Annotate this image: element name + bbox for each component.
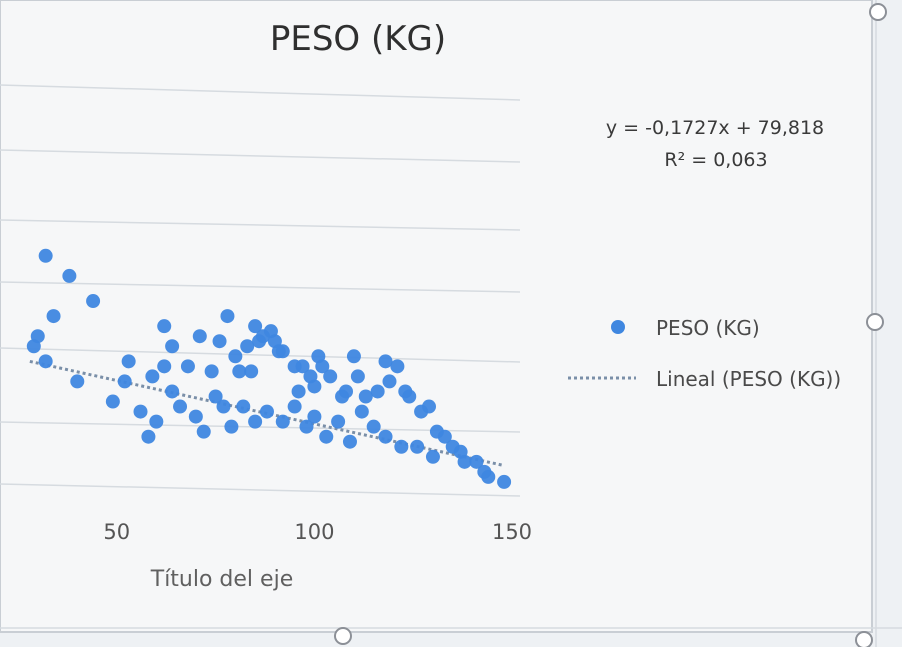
- data-point[interactable]: [117, 374, 132, 389]
- x-tick-label-150: 150: [492, 520, 532, 544]
- data-point[interactable]: [46, 309, 61, 324]
- data-point[interactable]: [248, 414, 263, 429]
- data-point[interactable]: [173, 399, 188, 414]
- resize-handle-top-right[interactable]: [869, 3, 887, 21]
- data-point[interactable]: [196, 424, 211, 439]
- data-point[interactable]: [188, 409, 203, 424]
- data-point[interactable]: [319, 429, 334, 444]
- data-point[interactable]: [307, 409, 322, 424]
- data-points[interactable]: [26, 248, 512, 489]
- legend: PESO (KG) Lineal (PESO (KG)): [568, 316, 841, 391]
- data-point[interactable]: [346, 349, 361, 364]
- trendline-r-squared: R² = 0,063: [664, 149, 767, 171]
- data-point[interactable]: [157, 319, 172, 334]
- data-point[interactable]: [402, 389, 417, 404]
- x-tick-label-100: 100: [294, 520, 334, 544]
- data-point[interactable]: [457, 454, 472, 469]
- data-point[interactable]: [275, 344, 290, 359]
- legend-label-lineal: Lineal (PESO (KG)): [656, 367, 841, 391]
- data-point[interactable]: [145, 369, 160, 384]
- data-point[interactable]: [232, 364, 247, 379]
- data-point[interactable]: [121, 354, 136, 369]
- data-point[interactable]: [437, 429, 452, 444]
- data-point[interactable]: [287, 399, 302, 414]
- data-point[interactable]: [382, 374, 397, 389]
- data-point[interactable]: [390, 359, 405, 374]
- data-point[interactable]: [165, 384, 180, 399]
- data-point[interactable]: [469, 454, 484, 469]
- data-point[interactable]: [240, 339, 255, 354]
- data-point[interactable]: [370, 384, 385, 399]
- data-point[interactable]: [422, 399, 437, 414]
- data-point[interactable]: [378, 354, 393, 369]
- data-point[interactable]: [224, 419, 239, 434]
- data-point[interactable]: [350, 369, 365, 384]
- data-point[interactable]: [299, 419, 314, 434]
- legend-marker-peso: [611, 320, 625, 334]
- data-point[interactable]: [220, 309, 235, 324]
- data-point[interactable]: [26, 339, 41, 354]
- data-point[interactable]: [497, 474, 512, 489]
- data-point[interactable]: [307, 379, 322, 394]
- chart-title: PESO (KG): [270, 19, 446, 59]
- data-point[interactable]: [192, 329, 207, 344]
- x-tick-label-50: 50: [103, 520, 130, 544]
- data-point[interactable]: [331, 414, 346, 429]
- data-point[interactable]: [180, 359, 195, 374]
- data-point[interactable]: [323, 369, 338, 384]
- legend-label-peso: PESO (KG): [656, 316, 760, 340]
- data-point[interactable]: [70, 374, 85, 389]
- data-point[interactable]: [354, 404, 369, 419]
- data-point[interactable]: [105, 394, 120, 409]
- data-point[interactable]: [248, 319, 263, 334]
- data-point[interactable]: [38, 248, 53, 263]
- data-point[interactable]: [358, 389, 373, 404]
- data-point[interactable]: [244, 364, 259, 379]
- trendline-equation: y = -0,1727x + 79,818: [606, 117, 824, 139]
- data-point[interactable]: [410, 439, 425, 454]
- resize-handle-right-middle[interactable]: [866, 313, 884, 331]
- data-point[interactable]: [425, 449, 440, 464]
- data-point[interactable]: [216, 399, 231, 414]
- data-point[interactable]: [366, 419, 381, 434]
- data-point[interactable]: [295, 359, 310, 374]
- data-point[interactable]: [342, 434, 357, 449]
- data-point[interactable]: [204, 364, 219, 379]
- data-point[interactable]: [259, 404, 274, 419]
- data-point[interactable]: [339, 384, 354, 399]
- data-point[interactable]: [315, 359, 330, 374]
- data-point[interactable]: [133, 404, 148, 419]
- data-point[interactable]: [38, 354, 53, 369]
- data-point[interactable]: [208, 389, 223, 404]
- x-axis-ticks: 50 100 150: [103, 520, 532, 544]
- data-point[interactable]: [62, 268, 77, 283]
- data-point[interactable]: [165, 339, 180, 354]
- data-point[interactable]: [275, 414, 290, 429]
- data-point[interactable]: [228, 349, 243, 364]
- data-point[interactable]: [291, 384, 306, 399]
- data-point[interactable]: [157, 359, 172, 374]
- data-point[interactable]: [149, 414, 164, 429]
- data-point[interactable]: [86, 294, 101, 309]
- x-axis-title: Título del eje: [150, 567, 293, 592]
- data-point[interactable]: [394, 439, 409, 454]
- data-point[interactable]: [212, 334, 227, 349]
- resize-handle-bottom-right[interactable]: [855, 631, 873, 647]
- data-point[interactable]: [481, 469, 496, 484]
- data-point[interactable]: [141, 429, 156, 444]
- resize-handle-bottom-middle[interactable]: [334, 627, 352, 645]
- data-point[interactable]: [236, 399, 251, 414]
- data-point[interactable]: [378, 429, 393, 444]
